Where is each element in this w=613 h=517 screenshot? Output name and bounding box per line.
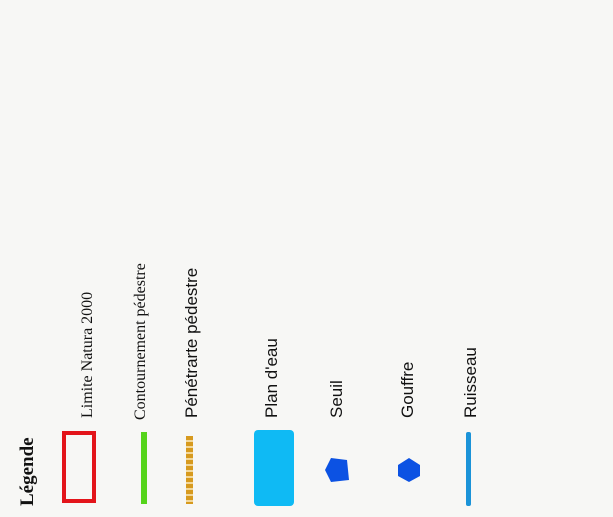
stream-line-symbol [466,432,471,506]
pedestrian-bypass-symbol [141,432,147,504]
sinkhole-hexagon-icon [398,458,420,482]
legend-label-gouffre: Gouffre [398,361,417,418]
legend-label-contournement: Contournement pédestre [132,263,149,420]
legend-title: Légende [17,437,38,506]
natura-boundary-symbol [62,431,96,503]
legend-label-natura: Limite Natura 2000 [79,291,96,418]
legend-label-ruisseau: Ruisseau [461,347,480,418]
water-body-symbol [254,430,294,506]
legend-label-seuil: Seuil [327,380,346,418]
weir-pentagon-icon [325,458,349,482]
pedestrian-access-symbol [186,436,193,504]
legend-label-penetrarte: Pénétrarte pédestre [182,267,201,418]
legend-label-plan-eau: Plan d'eau [262,338,281,418]
